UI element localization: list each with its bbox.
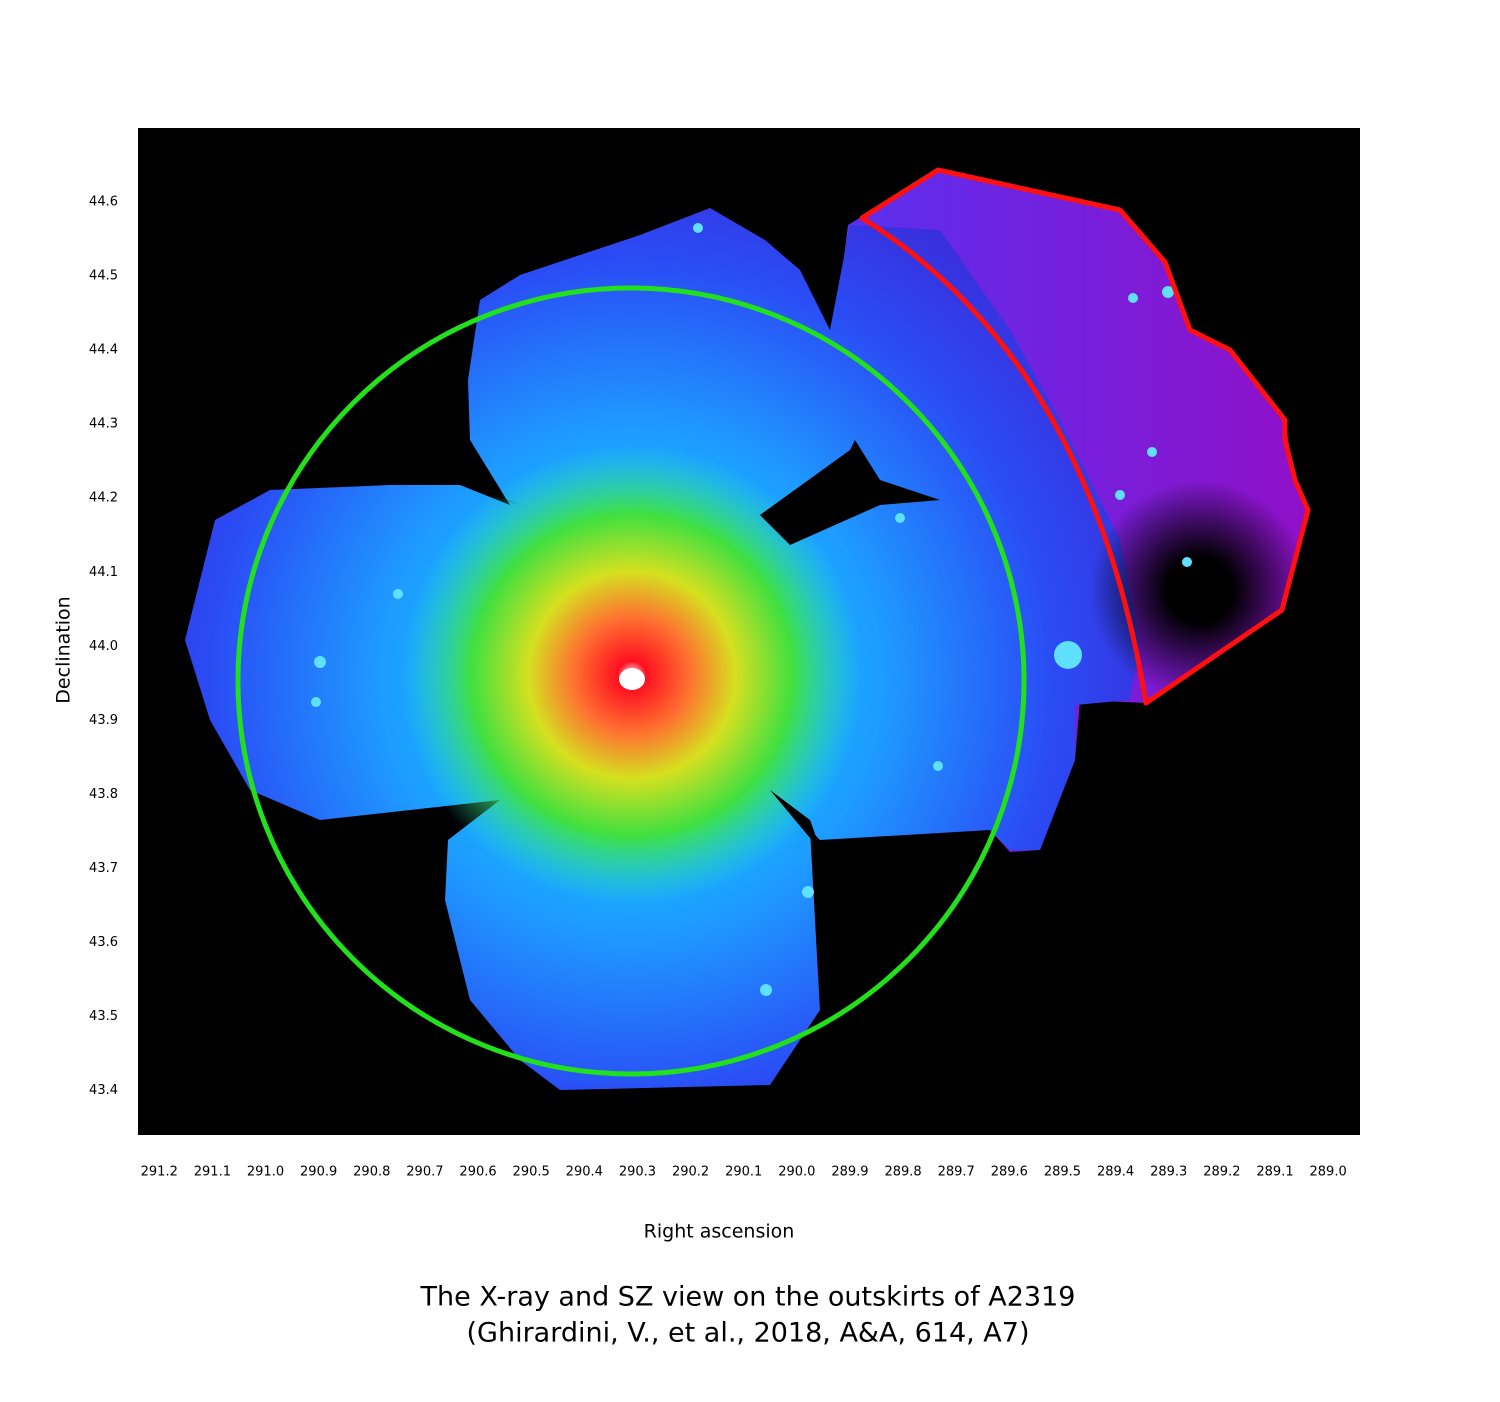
y-tick-label: 44.2: [89, 491, 118, 506]
y-tick-label: 44.6: [89, 195, 118, 210]
r200-circle: [235, 285, 1027, 1077]
x-tick-label: 291.1: [194, 1165, 231, 1180]
source: [895, 513, 905, 523]
source: [933, 761, 943, 771]
source: [1147, 447, 1157, 457]
point-sources: [311, 223, 1192, 996]
source: [314, 656, 326, 668]
y-tick-label: 43.4: [89, 1083, 118, 1098]
source: [393, 589, 403, 599]
source: [1128, 293, 1138, 303]
x-tick-label: 289.8: [884, 1165, 921, 1180]
x-tick-label: 289.3: [1150, 1165, 1187, 1180]
source: [311, 697, 321, 707]
cluster-peak: [619, 668, 645, 690]
chip-gap: [450, 440, 520, 505]
y-tick-label: 44.4: [89, 343, 118, 358]
y-tick-label: 43.6: [89, 935, 118, 950]
x-tick-label: 291.2: [141, 1165, 178, 1180]
x-tick-label: 290.8: [353, 1165, 390, 1180]
source: [1054, 641, 1082, 669]
y-tick-label: 43.8: [89, 787, 118, 802]
x-tick-label: 290.2: [672, 1165, 709, 1180]
x-tick-label: 290.3: [619, 1165, 656, 1180]
y-tick-label: 43.9: [89, 713, 118, 728]
x-tick-label: 289.6: [991, 1165, 1028, 1180]
x-tick-label: 290.6: [459, 1165, 496, 1180]
y-tick-label: 44.1: [89, 565, 118, 580]
source: [1162, 286, 1174, 298]
x-tick-label: 290.4: [566, 1165, 603, 1180]
y-tick-label: 43.5: [89, 1009, 118, 1024]
source: [693, 223, 703, 233]
x-tick-label: 291.0: [247, 1165, 284, 1180]
x-tick-label: 289.5: [1044, 1165, 1081, 1180]
source: [1115, 490, 1125, 500]
x-axis-label: Right ascension: [644, 1221, 795, 1243]
x-tick-label: 289.4: [1097, 1165, 1134, 1180]
y-tick-label: 43.7: [89, 861, 118, 876]
x-tick-label: 290.9: [300, 1165, 337, 1180]
x-tick-label: 290.0: [778, 1165, 815, 1180]
x-tick-label: 289.0: [1310, 1165, 1347, 1180]
caption-line: (Ghirardini, V., et al., 2018, A&A, 614,…: [467, 1318, 1030, 1349]
chip-gap: [760, 440, 940, 545]
x-tick-label: 289.7: [938, 1165, 975, 1180]
x-tick-label: 290.5: [513, 1165, 550, 1180]
x-tick-label: 290.7: [406, 1165, 443, 1180]
x-tick-label: 289.2: [1203, 1165, 1240, 1180]
y-tick-label: 44.0: [89, 639, 118, 654]
chip-gap: [770, 790, 1000, 1135]
source: [1182, 557, 1192, 567]
y-tick-label: 44.5: [89, 269, 118, 284]
y-axis-label: Declination: [53, 596, 75, 703]
source: [760, 984, 772, 996]
xray-map: [185, 167, 1311, 1135]
x-tick-label: 289.1: [1256, 1165, 1293, 1180]
y-tick-label: 44.3: [89, 417, 118, 432]
caption-line: The X-ray and SZ view on the outskirts o…: [420, 1282, 1076, 1313]
axes: 291.2 291.1 291.0 290.9 290.8 290.7 290.6 290.5…: [89, 128, 1360, 1180]
sz-region: [859, 167, 1311, 706]
source: [802, 886, 814, 898]
x-tick-label: 290.1: [725, 1165, 762, 1180]
dark-patch: [1090, 480, 1310, 700]
x-tick-label: 289.9: [831, 1165, 868, 1180]
